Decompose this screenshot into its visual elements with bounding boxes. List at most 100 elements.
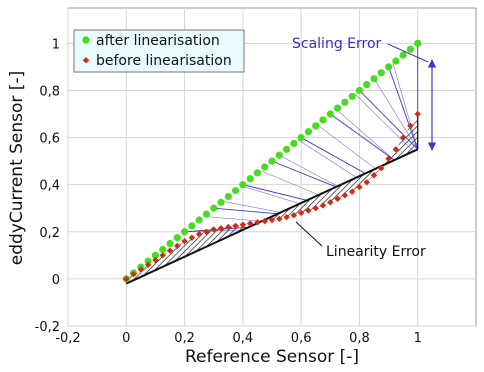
point-after-linearisation <box>355 86 364 95</box>
legend-box <box>73 29 245 73</box>
point-after-linearisation <box>231 186 240 195</box>
point-after-linearisation <box>319 116 327 124</box>
point-before-linearisation <box>341 192 349 199</box>
scaling-error-hatch <box>279 154 338 187</box>
point-before-linearisation <box>319 202 327 209</box>
point-before-linearisation <box>268 216 276 224</box>
point-after-linearisation <box>275 151 283 159</box>
point-before-linearisation <box>254 219 261 226</box>
scaling-error-hatch <box>330 113 395 161</box>
point-after-linearisation <box>304 128 313 136</box>
point-after-linearisation <box>239 181 247 189</box>
point-after-linearisation <box>202 210 211 218</box>
point-after-linearisation <box>159 245 167 254</box>
point-before-linearisation <box>159 252 166 259</box>
x-tick-label: 0,6 <box>291 331 312 346</box>
point-before-linearisation <box>123 275 130 283</box>
y-tick-label: 0,8 <box>39 84 60 99</box>
point-before-linearisation <box>283 213 290 221</box>
point-after-linearisation <box>297 133 305 142</box>
point-after-linearisation <box>414 39 422 47</box>
point-after-linearisation <box>399 51 407 59</box>
reference-lines <box>125 43 419 285</box>
point-before-linearisation <box>370 172 378 179</box>
scaling-error-hatch <box>222 200 281 213</box>
error-regions <box>126 114 418 284</box>
point-after-linearisation <box>377 69 385 77</box>
scaling-error-hatch <box>203 216 262 222</box>
point-after-linearisation <box>363 80 371 89</box>
point-before-linearisation <box>137 266 145 273</box>
legend-label-before: before linearisation <box>96 53 232 69</box>
point-after-linearisation <box>253 169 262 177</box>
scaling-error-hatch <box>359 90 419 150</box>
point-after-linearisation <box>348 92 356 100</box>
x-tick-label: 1 <box>414 331 422 346</box>
scaling-error-hatch <box>260 170 319 196</box>
scaling-error-hatch <box>373 78 418 150</box>
scaling-error-hatch <box>213 207 278 215</box>
point-before-linearisation <box>356 183 363 191</box>
point-before-linearisation <box>334 195 341 202</box>
point-after-linearisation <box>282 145 291 153</box>
scaling-error-pointer <box>387 43 429 63</box>
point-before-linearisation <box>195 230 203 238</box>
reference-line <box>125 148 419 285</box>
point-before-linearisation <box>385 155 392 162</box>
y-tick-label: 0 <box>52 273 60 288</box>
point-before-linearisation <box>174 242 181 250</box>
legend-marker-after <box>82 36 90 44</box>
point-before-linearisation <box>363 179 370 186</box>
point-before-linearisation <box>144 261 152 268</box>
point-after-linearisation <box>210 204 218 212</box>
point-after-linearisation <box>180 228 189 236</box>
scaling-error-hatch <box>388 66 419 150</box>
x-tick-label: 0 <box>122 331 130 346</box>
scaling-error-hatch <box>300 137 366 174</box>
legend-label-after: after linearisation <box>96 33 220 49</box>
point-after-linearisation <box>384 63 393 71</box>
point-before-linearisation <box>407 122 414 129</box>
scaling-error-hatch <box>298 139 357 178</box>
point-after-linearisation <box>268 157 276 165</box>
y-tick-label: 1 <box>52 37 60 52</box>
point-before-linearisation <box>181 238 188 245</box>
point-after-linearisation <box>341 98 349 106</box>
point-after-linearisation <box>326 110 334 118</box>
point-after-linearisation <box>333 104 342 112</box>
y-tick-label: 0,6 <box>39 132 60 147</box>
point-after-linearisation <box>290 139 298 148</box>
y-tick-label: -0,2 <box>35 320 60 335</box>
data-points <box>122 39 422 283</box>
x-tick-label: -0,2 <box>55 331 80 346</box>
point-before-linearisation <box>348 188 356 195</box>
point-before-linearisation <box>232 222 239 230</box>
point-before-linearisation <box>290 212 298 219</box>
legend: after linearisation before linearisation <box>73 29 245 73</box>
scaling-error-hatch <box>392 63 419 150</box>
point-after-linearisation <box>188 222 196 230</box>
point-after-linearisation <box>217 198 225 206</box>
point-after-linearisation <box>144 257 152 265</box>
point-after-linearisation <box>392 57 400 65</box>
point-before-linearisation <box>297 209 305 217</box>
x-axis-title: Reference Sensor [-] <box>185 347 359 367</box>
point-before-linearisation <box>305 207 312 214</box>
point-before-linearisation <box>414 110 421 118</box>
linearity-error-pointer <box>295 221 323 247</box>
y-tick-label: 0,2 <box>39 226 60 241</box>
point-after-linearisation <box>370 75 378 83</box>
point-before-linearisation <box>378 164 385 172</box>
point-after-linearisation <box>173 234 181 242</box>
x-tick-label: 0,8 <box>349 331 370 346</box>
point-before-linearisation <box>152 256 159 264</box>
point-before-linearisation <box>188 234 196 241</box>
x-tick-label: 0,4 <box>233 331 254 346</box>
scaling-error-hatch <box>242 184 308 201</box>
point-before-linearisation <box>261 217 268 225</box>
point-after-linearisation <box>406 45 415 53</box>
point-before-linearisation <box>203 228 210 235</box>
point-before-linearisation <box>276 215 283 223</box>
point-after-linearisation <box>246 175 254 183</box>
scaling-error-hatch <box>241 185 300 204</box>
